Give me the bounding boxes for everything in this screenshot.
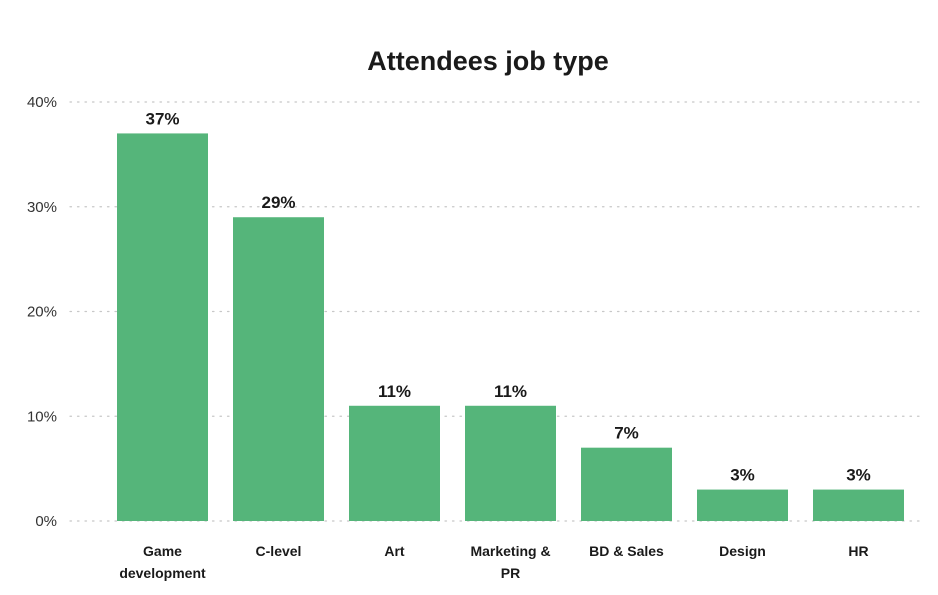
x-tick-label: BD & Sales [589, 543, 664, 559]
bar [465, 405, 556, 521]
data-label: 29% [261, 193, 295, 212]
y-tick-label: 40% [27, 94, 57, 111]
data-label: 3% [730, 466, 755, 485]
x-tick-label: C-level [256, 543, 302, 559]
data-label: 3% [846, 466, 871, 485]
x-tick-label: Game development [119, 543, 206, 581]
bar [349, 405, 440, 521]
bar [117, 133, 208, 522]
data-label: 11% [494, 382, 527, 401]
category-labels: Game development C-level Art Marketing & PR BD… [119, 543, 868, 581]
x-tick-label: Design [719, 543, 766, 559]
data-label: 37% [145, 109, 179, 128]
bar [813, 489, 904, 521]
y-tick-label: 30% [27, 199, 57, 216]
y-tick-label: 0% [35, 513, 57, 530]
bar [581, 447, 672, 521]
chart-title: Attendees job type [367, 46, 609, 76]
x-tick-label: HR [848, 543, 868, 559]
data-label: 11% [378, 382, 411, 401]
y-tick-label: 10% [27, 408, 57, 425]
y-tick-label: 20% [27, 304, 57, 321]
bar [697, 489, 788, 521]
x-tick-label: Marketing & PR [470, 543, 550, 581]
value-labels: 37% 29% 11% 11% 7% 3% 3% [145, 109, 870, 484]
x-tick-label: Art [384, 543, 405, 559]
data-label: 7% [614, 424, 639, 443]
bars [117, 133, 904, 522]
bar [233, 217, 324, 521]
y-axis-ticks: 0% 10% 20% 30% 40% [27, 94, 57, 530]
